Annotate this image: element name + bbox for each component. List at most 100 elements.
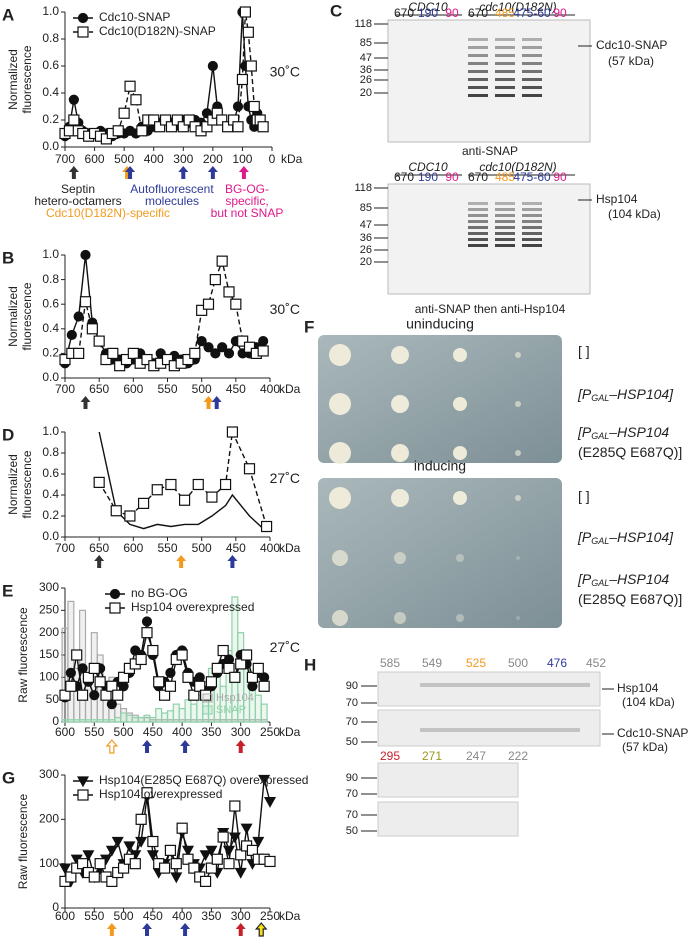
blot <box>387 183 591 295</box>
legend-marker <box>77 789 89 801</box>
y-tick-label: 0.2 <box>42 508 59 522</box>
point <box>199 689 212 701</box>
colony-spot <box>516 616 520 620</box>
point <box>82 671 95 683</box>
lane-label: 525 <box>466 656 486 670</box>
hist-bar <box>120 712 128 723</box>
point <box>205 845 218 857</box>
point <box>194 672 205 683</box>
colony-spot <box>394 552 406 564</box>
blot-strip <box>377 671 601 707</box>
arrow <box>94 555 105 568</box>
point <box>216 255 228 267</box>
band <box>495 214 515 217</box>
point <box>120 353 133 366</box>
group-label: cdc10(D182N) <box>479 160 556 174</box>
hist-bar <box>143 714 151 723</box>
row-label: [ ] <box>578 488 590 504</box>
y-tick-label: 0.4 <box>42 321 59 335</box>
row-label: [PGAL–HSP104] <box>577 386 674 404</box>
x-tick-label: 700 <box>55 541 75 555</box>
point <box>73 311 84 322</box>
band <box>468 54 488 57</box>
colony-spot <box>391 395 409 413</box>
legend-marker <box>77 26 89 38</box>
lane-label: 476 <box>547 656 567 670</box>
hist-bar <box>166 710 174 723</box>
hist-bar <box>67 719 75 723</box>
colony-spot <box>391 489 409 507</box>
band <box>522 46 542 49</box>
ladder-label: 70 <box>346 716 358 728</box>
band <box>468 214 488 217</box>
hist-bar <box>161 712 169 723</box>
point <box>86 323 98 335</box>
hist-bar <box>260 703 268 723</box>
point <box>129 858 141 870</box>
colony-spot <box>453 446 467 460</box>
x-tick-label: 500 <box>114 909 134 923</box>
colony-spot <box>329 487 351 509</box>
hist-bar <box>61 719 69 723</box>
point <box>247 681 258 692</box>
hist-bar <box>149 716 157 723</box>
ladder-label: 36 <box>360 232 372 244</box>
point <box>93 476 105 488</box>
band <box>468 46 488 49</box>
y-tick-label: 0.2 <box>42 112 59 126</box>
x-tick-label: 550 <box>157 382 177 396</box>
colony-spot <box>453 348 467 362</box>
point <box>66 329 77 341</box>
panel-letter: C <box>330 1 342 20</box>
arrow <box>235 740 246 753</box>
x-tick-label: 400 <box>172 725 192 739</box>
label-part: –HSP104] <box>608 529 674 545</box>
band <box>495 226 515 229</box>
ladder-label: 36 <box>360 64 372 76</box>
label-part: –HSP104] <box>608 386 674 402</box>
band <box>468 220 488 223</box>
lane-label: 90 <box>553 170 567 184</box>
band <box>468 226 488 229</box>
point <box>216 114 228 126</box>
band <box>522 70 542 73</box>
band <box>468 202 488 205</box>
row-label: [ ] <box>578 343 590 359</box>
band <box>495 232 515 235</box>
point <box>260 520 273 533</box>
band <box>495 220 515 223</box>
y-axis-label: fluorescence <box>20 450 34 518</box>
lane-label: 500 <box>508 656 528 670</box>
label-sub: GAL <box>591 393 609 403</box>
colony-spot <box>456 614 464 622</box>
legend-label: no BG-OG <box>131 586 188 600</box>
colony-spot <box>515 352 521 358</box>
point <box>137 497 150 509</box>
lane-label: 549 <box>422 656 442 670</box>
y-axis-label: Raw fluorescence <box>16 793 30 889</box>
band <box>495 244 515 247</box>
point <box>196 304 208 316</box>
band <box>522 226 542 229</box>
band <box>522 238 542 241</box>
hist-bar <box>190 703 198 723</box>
colony-spot <box>329 344 351 366</box>
point <box>118 107 130 119</box>
y-tick-label: 0.4 <box>42 85 59 99</box>
annotation: hetero-octamers <box>34 194 121 208</box>
legend-label: Cdc10(D182N)-SNAP <box>99 24 216 38</box>
x-tick-label: 400 <box>144 152 164 166</box>
y-tick-label: 300 <box>39 767 59 781</box>
caption: anti-SNAP then anti-Hsp104 <box>415 302 566 316</box>
point <box>243 463 256 475</box>
band <box>468 78 488 81</box>
point <box>165 478 177 491</box>
point <box>100 353 112 366</box>
x-tick-label: 200 <box>203 152 223 166</box>
point <box>182 671 194 683</box>
x-tick-label: 700 <box>55 152 75 166</box>
point <box>151 484 163 496</box>
point <box>82 850 95 862</box>
point <box>130 94 142 106</box>
x-tick-label: 600 <box>85 152 105 166</box>
